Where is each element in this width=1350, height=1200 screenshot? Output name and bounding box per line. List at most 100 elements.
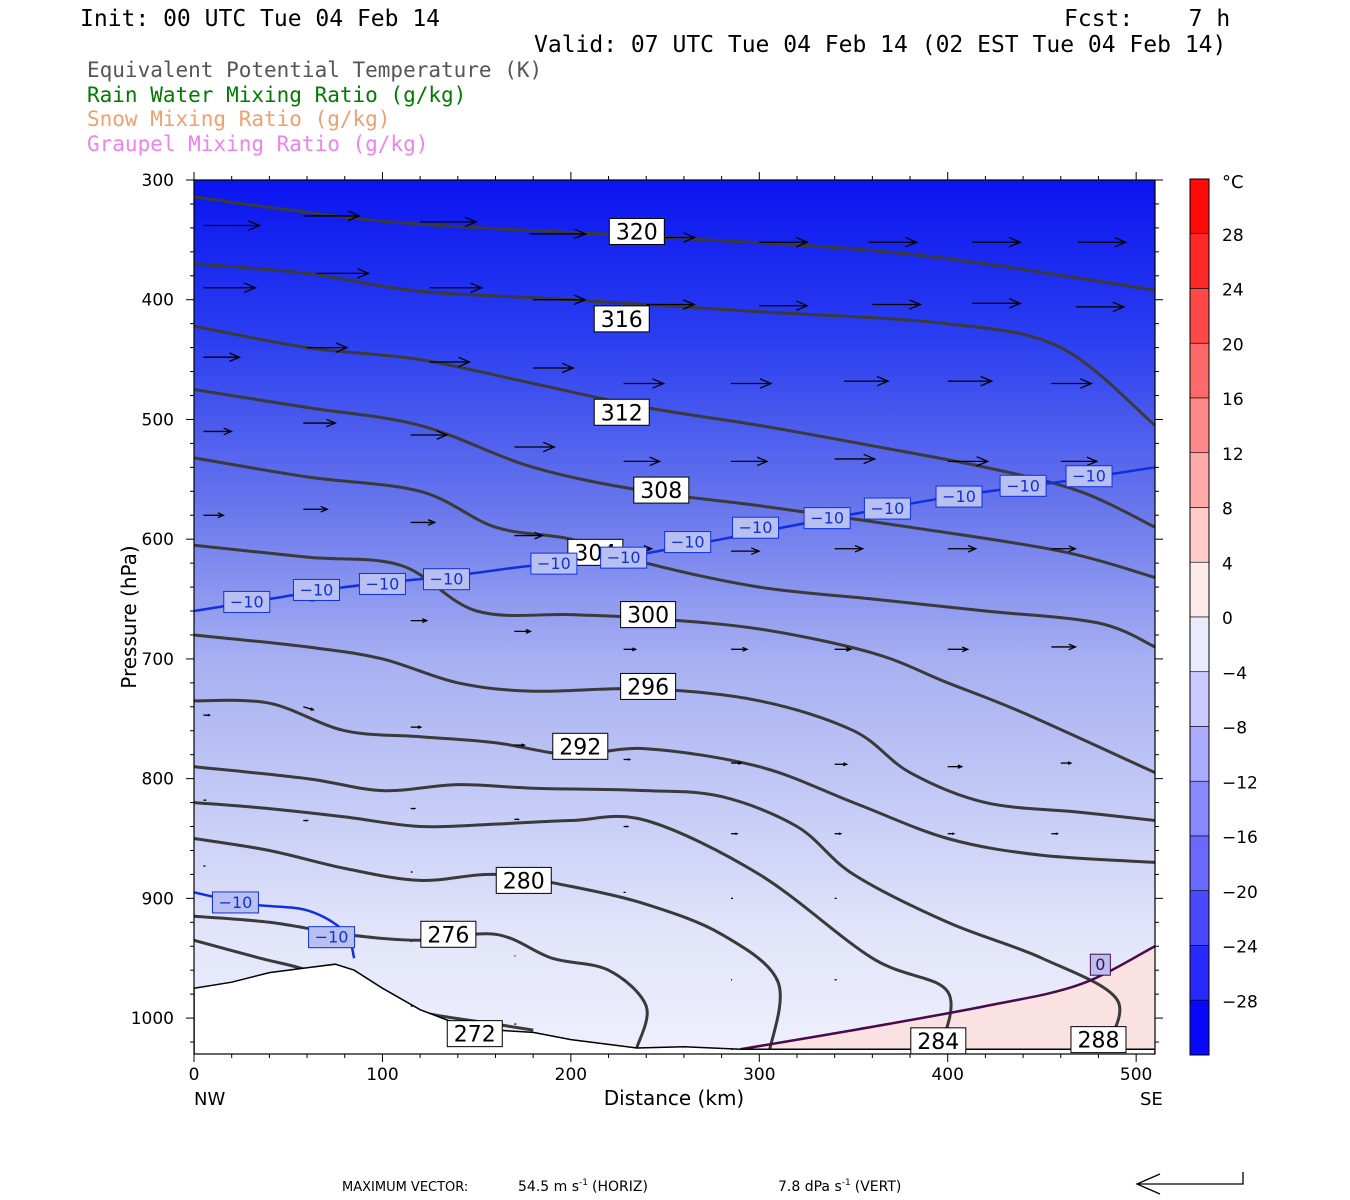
wind-vector xyxy=(429,356,472,368)
theta-e-label-box xyxy=(593,305,650,333)
wind-vector-head xyxy=(223,427,234,436)
wind-vector xyxy=(514,628,533,634)
x-tick-label: 200 xyxy=(555,1065,587,1085)
wind-vector xyxy=(947,764,964,769)
theta-e-contour-316 xyxy=(194,262,1155,427)
wind-vector-head xyxy=(735,832,739,836)
wind-vector-head xyxy=(248,220,262,231)
temperature-label-box xyxy=(211,891,259,914)
wind-vector xyxy=(834,762,849,767)
y-tick-label: 600 xyxy=(142,530,174,550)
wind-vector-head xyxy=(909,299,923,310)
colorbar-bin xyxy=(1189,780,1210,837)
wind-vector xyxy=(868,236,919,248)
max-vector-label: MAXIMUM VECTOR: xyxy=(342,1180,468,1195)
wind-vector-head xyxy=(863,453,877,465)
colorbar-bin xyxy=(1189,342,1210,399)
x-tick-label: 100 xyxy=(366,1065,398,1085)
theta-e-label-box xyxy=(608,217,665,245)
wind-vector xyxy=(1060,456,1099,467)
wind-vector xyxy=(1051,643,1078,651)
wind-vector xyxy=(623,456,662,467)
wind-vector xyxy=(872,299,923,310)
x-tick-label: 300 xyxy=(743,1065,775,1085)
colorbar-bin xyxy=(1189,452,1210,508)
y-axis-label: Pressure (hPa) xyxy=(117,545,141,688)
theta-e-label: 272 xyxy=(454,1023,496,1048)
wind-vector-head xyxy=(738,761,743,765)
theta-e-label: 284 xyxy=(917,1030,959,1055)
wind-vector xyxy=(203,427,234,436)
wind-vector-head xyxy=(207,713,212,717)
colorbar-tick-label: −16 xyxy=(1222,828,1258,848)
colorbar-tick-label: 8 xyxy=(1222,500,1233,520)
y-tick-label: 500 xyxy=(142,410,174,430)
wind-vector xyxy=(844,375,890,387)
colorbar-tick-label: 28 xyxy=(1222,226,1244,246)
wind-vector-head xyxy=(413,807,417,810)
wind-vector xyxy=(203,352,242,362)
temperature-label-box xyxy=(1065,465,1113,488)
theta-e-label: 316 xyxy=(601,308,643,333)
wind-vector-head xyxy=(951,832,956,836)
wind-vector-head xyxy=(1055,832,1060,836)
temperature-label: 0 xyxy=(1095,955,1105,974)
legend-graupel: Graupel Mixing Ratio (g/kg) xyxy=(87,132,429,156)
wind-vector-head xyxy=(229,352,242,362)
x-axis-label: Distance (km) xyxy=(604,1086,744,1110)
theta-e-label-box xyxy=(593,398,650,426)
wind-vector-head xyxy=(1114,236,1128,248)
temperature-label-box xyxy=(1089,953,1111,976)
theta-e-label-box xyxy=(1070,1026,1127,1054)
wind-vector xyxy=(623,647,638,652)
wind-vector-head xyxy=(682,299,696,310)
wind-vector xyxy=(303,706,315,711)
y-tick-label: 1000 xyxy=(131,1009,174,1029)
wind-vector xyxy=(514,441,557,453)
temperature-label: −10 xyxy=(942,487,976,506)
wind-vector xyxy=(759,300,809,311)
y-tick-label: 900 xyxy=(142,889,174,909)
wind-vector-head xyxy=(521,743,527,747)
colorbar-frame xyxy=(1189,178,1210,1056)
temperature-label: −10 xyxy=(315,928,349,947)
wind-vector-head xyxy=(652,378,666,389)
temperature-label-box xyxy=(600,546,648,569)
x-tick-label: 0 xyxy=(189,1065,200,1085)
colorbar-tick-label: −12 xyxy=(1222,773,1258,793)
wind-vector xyxy=(529,228,588,240)
wind-vector xyxy=(203,512,226,519)
legend-theta-e: Equivalent Potential Temperature (K) xyxy=(87,58,543,82)
colorbar-tick-label: −8 xyxy=(1222,719,1247,739)
wind-vector-head xyxy=(464,216,478,228)
wind-vector xyxy=(303,418,337,428)
wind-vector xyxy=(514,818,521,821)
wind-vector-head xyxy=(305,819,309,822)
x-tick-label: 400 xyxy=(931,1065,963,1085)
valid-time: Valid: 07 UTC Tue 04 Feb 14 (02 EST Tue … xyxy=(534,32,1227,58)
wind-vector-head xyxy=(534,531,545,540)
wind-vector xyxy=(1075,301,1126,313)
wind-vector-shaft xyxy=(303,706,314,711)
wind-vector xyxy=(834,646,853,652)
colorbar-tick-label: −28 xyxy=(1222,992,1258,1012)
temperature-label-box xyxy=(999,474,1047,497)
temperature-label-box xyxy=(863,497,911,520)
colorbar-tick-label: 0 xyxy=(1222,609,1233,629)
wind-vector-head xyxy=(756,456,769,467)
theta-e-label-box xyxy=(633,476,690,504)
theta-e-label: 276 xyxy=(427,923,469,948)
plot-frame xyxy=(193,179,1156,1055)
init-time: Init: 00 UTC Tue 04 Feb 14 xyxy=(80,6,441,32)
wind-vector-head xyxy=(1068,643,1078,651)
wind-vector xyxy=(1077,236,1128,248)
wind-vector-head xyxy=(516,818,521,821)
wind-vector xyxy=(410,430,449,440)
wind-vector-head xyxy=(310,707,315,711)
colorbar-bin xyxy=(1189,288,1210,344)
y-tick-label: 800 xyxy=(142,770,174,790)
theta-e-label: 300 xyxy=(627,604,669,629)
wind-vector-head xyxy=(627,758,632,761)
colorbar-bin xyxy=(1189,726,1210,782)
wind-vector xyxy=(731,646,749,652)
